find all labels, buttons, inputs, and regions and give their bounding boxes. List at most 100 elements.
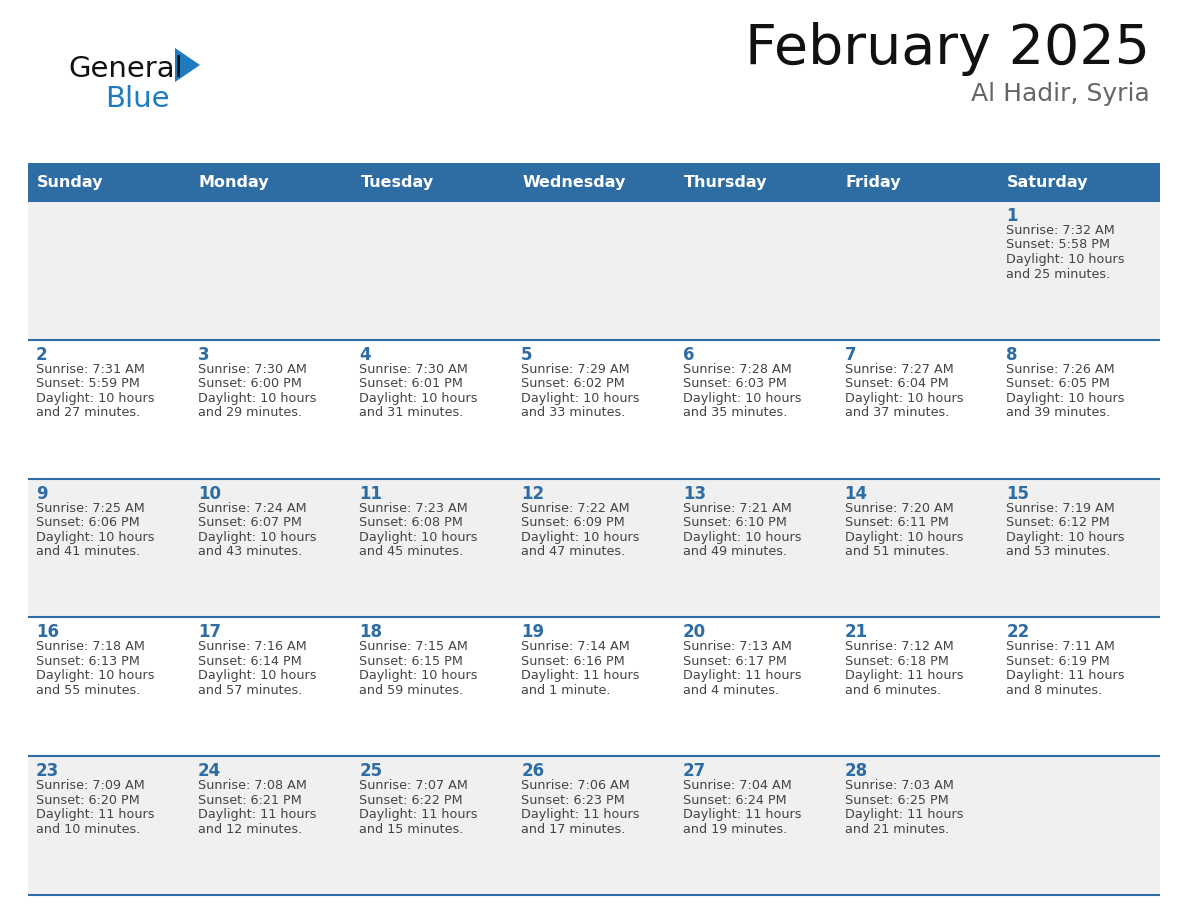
Text: Sunset: 6:19 PM: Sunset: 6:19 PM — [1006, 655, 1110, 668]
Text: Sunrise: 7:18 AM: Sunrise: 7:18 AM — [36, 641, 145, 654]
Text: Daylight: 11 hours: Daylight: 11 hours — [36, 808, 154, 822]
Text: Daylight: 10 hours: Daylight: 10 hours — [197, 392, 316, 405]
Text: Sunset: 6:02 PM: Sunset: 6:02 PM — [522, 377, 625, 390]
Text: 27: 27 — [683, 762, 706, 780]
Text: Sunrise: 7:32 AM: Sunrise: 7:32 AM — [1006, 224, 1116, 237]
Text: Monday: Monday — [198, 174, 270, 189]
Text: and 4 minutes.: and 4 minutes. — [683, 684, 779, 697]
Text: Sunset: 6:10 PM: Sunset: 6:10 PM — [683, 516, 786, 529]
Text: Daylight: 10 hours: Daylight: 10 hours — [1006, 253, 1125, 266]
Text: and 19 minutes.: and 19 minutes. — [683, 823, 788, 835]
Text: Sunrise: 7:20 AM: Sunrise: 7:20 AM — [845, 501, 953, 515]
Bar — [29, 756, 1159, 895]
Text: Sunset: 6:11 PM: Sunset: 6:11 PM — [845, 516, 948, 529]
Text: 13: 13 — [683, 485, 706, 502]
Text: Sunrise: 7:09 AM: Sunrise: 7:09 AM — [36, 779, 145, 792]
Text: Daylight: 10 hours: Daylight: 10 hours — [197, 531, 316, 543]
Text: Tuesday: Tuesday — [360, 174, 434, 189]
Text: Daylight: 10 hours: Daylight: 10 hours — [1006, 392, 1125, 405]
Text: 5: 5 — [522, 346, 532, 364]
Text: Daylight: 10 hours: Daylight: 10 hours — [197, 669, 316, 682]
Text: Sunset: 6:00 PM: Sunset: 6:00 PM — [197, 377, 302, 390]
Text: and 8 minutes.: and 8 minutes. — [1006, 684, 1102, 697]
Text: Daylight: 11 hours: Daylight: 11 hours — [522, 808, 639, 822]
Text: and 35 minutes.: and 35 minutes. — [683, 407, 788, 420]
Text: Daylight: 10 hours: Daylight: 10 hours — [36, 669, 154, 682]
Text: and 57 minutes.: and 57 minutes. — [197, 684, 302, 697]
Text: Sunset: 6:06 PM: Sunset: 6:06 PM — [36, 516, 140, 529]
Text: Daylight: 11 hours: Daylight: 11 hours — [845, 808, 963, 822]
Text: Daylight: 11 hours: Daylight: 11 hours — [197, 808, 316, 822]
Text: and 49 minutes.: and 49 minutes. — [683, 545, 786, 558]
Text: Sunset: 6:18 PM: Sunset: 6:18 PM — [845, 655, 948, 668]
Text: Sunset: 6:05 PM: Sunset: 6:05 PM — [1006, 377, 1110, 390]
Text: and 1 minute.: and 1 minute. — [522, 684, 611, 697]
Text: Saturday: Saturday — [1007, 174, 1088, 189]
Text: Sunset: 6:17 PM: Sunset: 6:17 PM — [683, 655, 786, 668]
Text: and 27 minutes.: and 27 minutes. — [36, 407, 140, 420]
Text: and 17 minutes.: and 17 minutes. — [522, 823, 626, 835]
Text: Sunset: 6:23 PM: Sunset: 6:23 PM — [522, 794, 625, 807]
Text: Sunset: 6:22 PM: Sunset: 6:22 PM — [360, 794, 463, 807]
Text: Daylight: 10 hours: Daylight: 10 hours — [845, 392, 963, 405]
Text: 18: 18 — [360, 623, 383, 642]
Text: Sunset: 6:14 PM: Sunset: 6:14 PM — [197, 655, 302, 668]
Text: Sunrise: 7:15 AM: Sunrise: 7:15 AM — [360, 641, 468, 654]
Text: and 29 minutes.: and 29 minutes. — [197, 407, 302, 420]
Text: and 25 minutes.: and 25 minutes. — [1006, 267, 1111, 281]
Text: Sunset: 6:24 PM: Sunset: 6:24 PM — [683, 794, 786, 807]
Text: and 33 minutes.: and 33 minutes. — [522, 407, 626, 420]
Text: Daylight: 11 hours: Daylight: 11 hours — [845, 669, 963, 682]
Text: and 10 minutes.: and 10 minutes. — [36, 823, 140, 835]
Text: Daylight: 11 hours: Daylight: 11 hours — [683, 808, 802, 822]
Text: and 51 minutes.: and 51 minutes. — [845, 545, 949, 558]
Bar — [513, 163, 675, 201]
Text: Sunset: 6:13 PM: Sunset: 6:13 PM — [36, 655, 140, 668]
Text: General: General — [68, 55, 183, 83]
Text: Sunrise: 7:28 AM: Sunrise: 7:28 AM — [683, 363, 791, 375]
Text: and 45 minutes.: and 45 minutes. — [360, 545, 463, 558]
Text: and 59 minutes.: and 59 minutes. — [360, 684, 463, 697]
Text: and 21 minutes.: and 21 minutes. — [845, 823, 949, 835]
Text: 15: 15 — [1006, 485, 1029, 502]
Text: Sunset: 6:03 PM: Sunset: 6:03 PM — [683, 377, 786, 390]
Text: and 41 minutes.: and 41 minutes. — [36, 545, 140, 558]
Polygon shape — [175, 48, 200, 82]
Text: February 2025: February 2025 — [745, 22, 1150, 76]
Text: 26: 26 — [522, 762, 544, 780]
Text: Daylight: 10 hours: Daylight: 10 hours — [36, 531, 154, 543]
Text: Sunset: 6:08 PM: Sunset: 6:08 PM — [360, 516, 463, 529]
Text: 1: 1 — [1006, 207, 1018, 225]
Text: Daylight: 11 hours: Daylight: 11 hours — [1006, 669, 1125, 682]
Text: Daylight: 10 hours: Daylight: 10 hours — [522, 392, 639, 405]
Text: 2: 2 — [36, 346, 48, 364]
Text: Sunset: 6:25 PM: Sunset: 6:25 PM — [845, 794, 948, 807]
Text: Sunrise: 7:30 AM: Sunrise: 7:30 AM — [197, 363, 307, 375]
Text: Daylight: 11 hours: Daylight: 11 hours — [360, 808, 478, 822]
Text: Daylight: 10 hours: Daylight: 10 hours — [1006, 531, 1125, 543]
Bar — [29, 618, 1159, 756]
Bar — [29, 201, 1159, 340]
Text: 22: 22 — [1006, 623, 1030, 642]
Text: Sunset: 6:04 PM: Sunset: 6:04 PM — [845, 377, 948, 390]
Text: and 55 minutes.: and 55 minutes. — [36, 684, 140, 697]
Text: 25: 25 — [360, 762, 383, 780]
Text: and 15 minutes.: and 15 minutes. — [360, 823, 463, 835]
Text: and 39 minutes.: and 39 minutes. — [1006, 407, 1111, 420]
Text: and 47 minutes.: and 47 minutes. — [522, 545, 625, 558]
Text: Sunrise: 7:27 AM: Sunrise: 7:27 AM — [845, 363, 953, 375]
Text: Daylight: 10 hours: Daylight: 10 hours — [360, 392, 478, 405]
Text: 11: 11 — [360, 485, 383, 502]
Text: Sunset: 5:58 PM: Sunset: 5:58 PM — [1006, 239, 1111, 252]
Text: Sunrise: 7:31 AM: Sunrise: 7:31 AM — [36, 363, 145, 375]
Bar — [675, 163, 836, 201]
Text: Sunrise: 7:08 AM: Sunrise: 7:08 AM — [197, 779, 307, 792]
Text: 20: 20 — [683, 623, 706, 642]
Text: Sunset: 6:16 PM: Sunset: 6:16 PM — [522, 655, 625, 668]
Text: and 31 minutes.: and 31 minutes. — [360, 407, 463, 420]
Text: Sunrise: 7:16 AM: Sunrise: 7:16 AM — [197, 641, 307, 654]
Text: Sunrise: 7:26 AM: Sunrise: 7:26 AM — [1006, 363, 1114, 375]
Text: Daylight: 10 hours: Daylight: 10 hours — [360, 669, 478, 682]
Text: Daylight: 10 hours: Daylight: 10 hours — [360, 531, 478, 543]
Bar — [836, 163, 998, 201]
